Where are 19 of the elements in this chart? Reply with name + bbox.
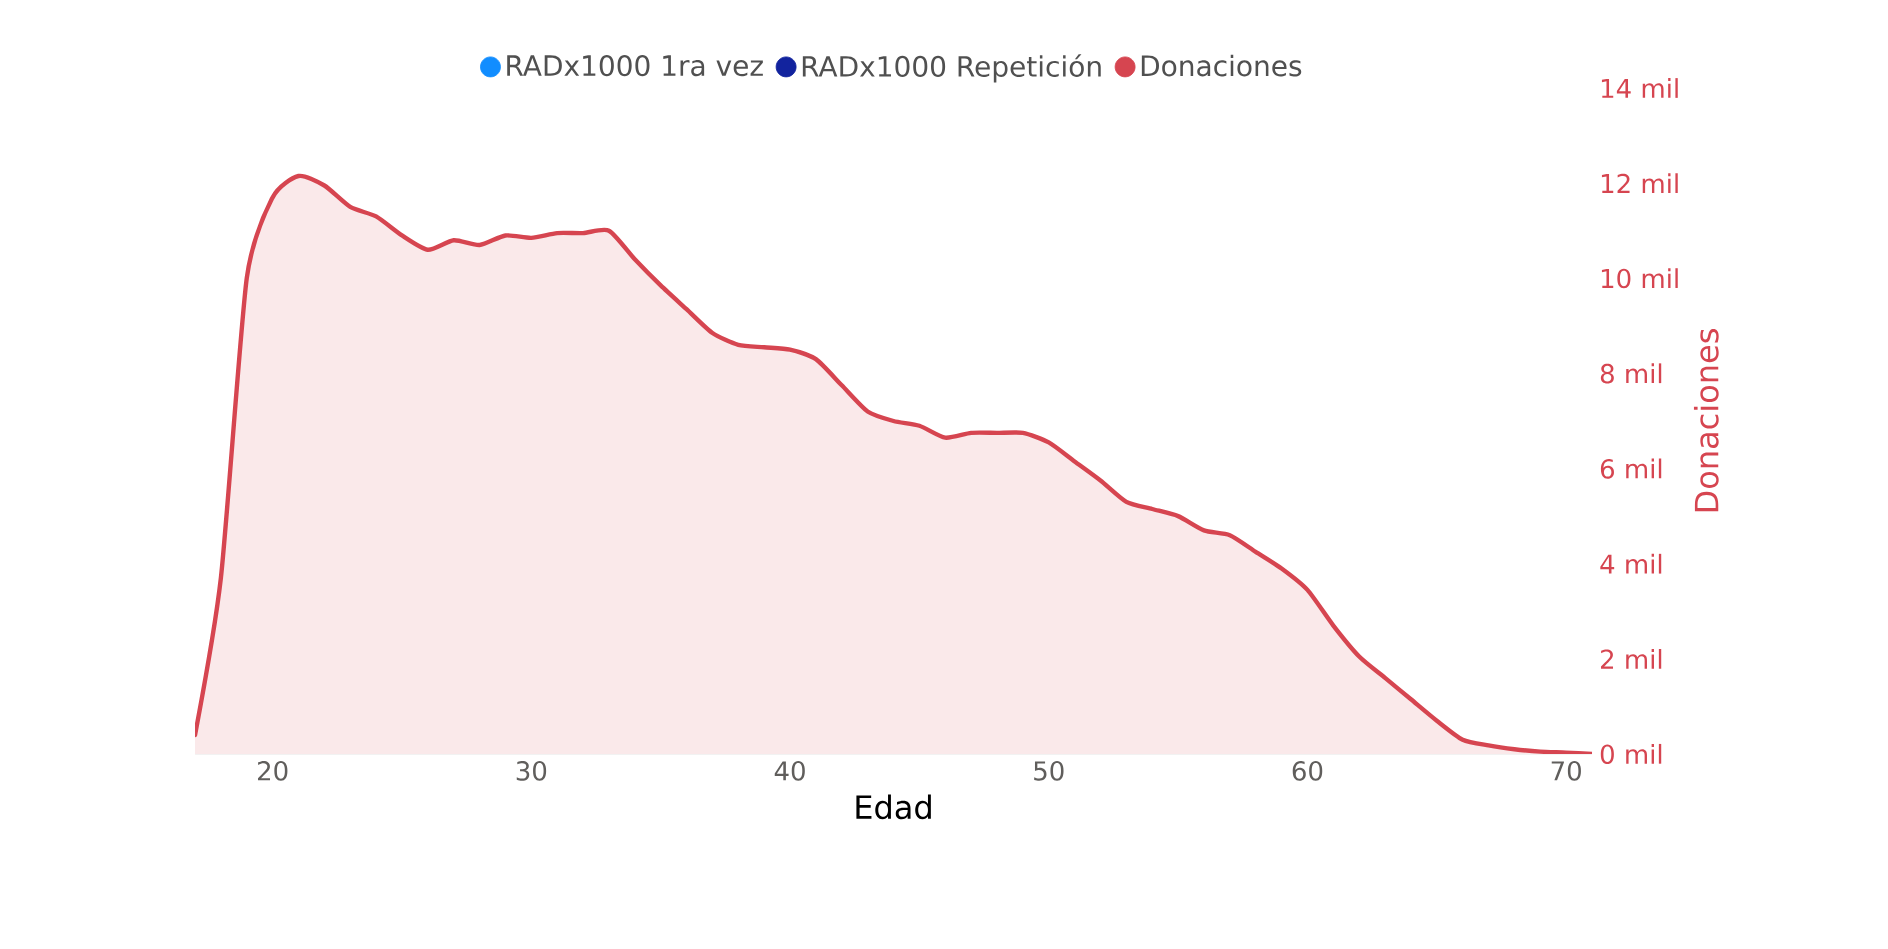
y-tick-label: 6 mil [1600,458,1662,479]
y-tick-label: 0 mil [1600,743,1662,765]
legend-label: RADx1000 Repetición [802,54,1101,83]
x-tick-label: 60 [1292,761,1323,781]
x-tick-label: 70 [1551,761,1581,781]
y-tick-label: 10 mil [1601,268,1678,289]
y-tick-label: 12 mil [1601,173,1678,194]
y-axis-title: Donaciones [1693,329,1719,512]
y-tick-label: 8 mil [1600,363,1662,384]
y-tick-label: 4 mil [1600,553,1662,574]
x-tick-label: 30 [516,761,547,781]
x-tick-label: 50 [1034,761,1064,781]
legend-label: RADx1000 1ra vez [507,54,763,77]
x-tick-label: 40 [774,761,805,781]
x-tick-label: 20 [257,761,288,781]
y-tick-label: 14 mil [1601,78,1678,98]
x-axis-title: Edad [856,794,931,820]
y-tick-label: 2 mil [1601,648,1662,669]
legend-label: Donaciones [1141,54,1302,77]
